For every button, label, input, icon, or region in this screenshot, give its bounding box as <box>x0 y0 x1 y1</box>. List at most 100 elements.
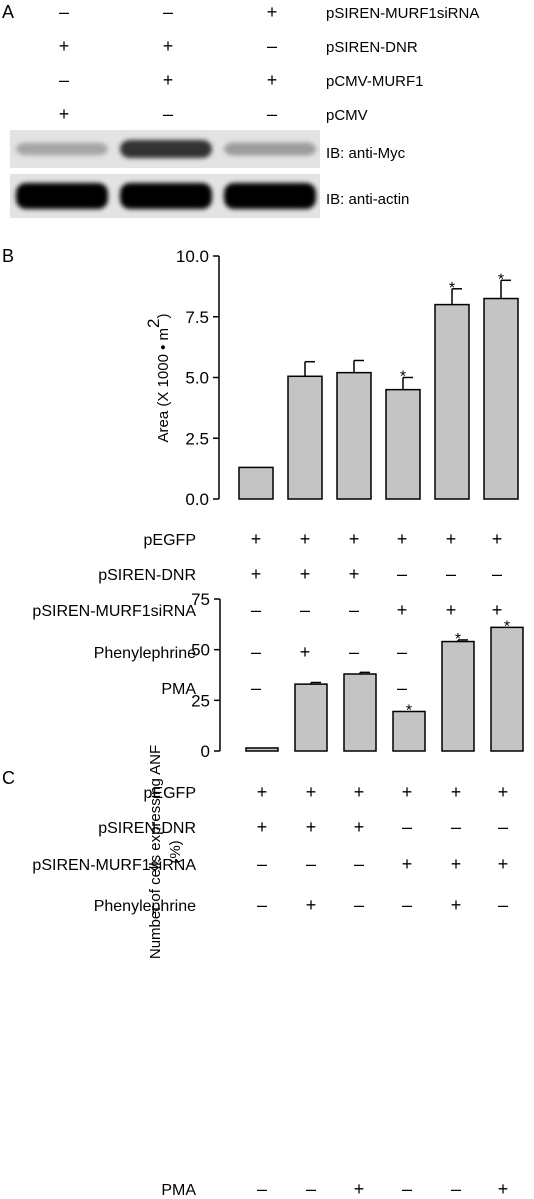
panel-c-sign-r2-c3: + <box>402 854 413 874</box>
panel-b-sign-r0-c1: + <box>300 529 311 549</box>
panel-c-significance-star-5: * <box>455 631 461 648</box>
panel-c-y-tick-label-0: 0 <box>201 742 210 761</box>
panel-c-significance-star-6: * <box>504 618 510 635</box>
panel-b-sign-r2-c5: + <box>492 600 503 620</box>
panel-b-bar-1 <box>238 466 274 500</box>
panel-c-sign-r0-c5: + <box>498 782 509 802</box>
panel-b-sign-r0-c2: + <box>349 529 360 549</box>
panel-a-sign-r0-c2: + <box>267 2 278 22</box>
panel-b-y-tick-label-2: 5.0 <box>185 369 209 388</box>
panel-a-sign-r2-c1: + <box>163 70 174 90</box>
panel-b-sign-r0-c0: + <box>251 529 262 549</box>
panel-b-sign-r1-c1: + <box>300 564 311 584</box>
panel-c-sign-r4-c4: – <box>451 1179 461 1199</box>
panel-a: A – – + pSIREN-MURF1siRNA + + – pSIREN-DNR – + + pC… <box>2 2 479 218</box>
panel-b-condition-rows: pEGFP + + + + + + pSIREN-DNR + + + – – – pSIREN-MURF1s… <box>32 529 502 698</box>
panel-c-ylabel-line-1: Number of cells expressing ANF <box>147 745 164 959</box>
panel-c-ylabel-line-2: (%) <box>167 840 184 863</box>
panel-a-sign-r3-c1: – <box>163 104 173 124</box>
panel-b-sign-r0-c5: + <box>492 529 503 549</box>
panel-b-ylabel-close: ) <box>155 314 172 319</box>
panel-b-y-axis-label: Area (X 1000 • m2) <box>144 314 172 443</box>
panel-b-row-label-0: pEGFP <box>144 532 196 549</box>
panel-c-y-tick-label-1: 25 <box>191 691 210 710</box>
panel-c-sign-r3-c5: – <box>498 895 508 915</box>
panel-c-significance-star-4: * <box>406 702 412 719</box>
panel-b-sign-r3-c0: – <box>251 642 261 662</box>
panel-c-chart: 0 25 50 75 * * * <box>191 590 524 761</box>
panel-c-sign-r1-c3: – <box>402 817 412 837</box>
panel-a-band-b0-lane1 <box>120 140 212 158</box>
panel-c-row-label-3: Phenylephrine <box>94 898 196 915</box>
panel-b-sign-r4-c3: – <box>397 678 407 698</box>
panel-c-sign-r2-c0: – <box>257 854 267 874</box>
panel-c-label: C <box>2 768 15 788</box>
panel-a-sign-r3-c2: – <box>267 104 277 124</box>
panel-c-sign-r2-c4: + <box>451 854 462 874</box>
panel-b-y-tick-label-0: 0.0 <box>185 490 209 509</box>
panel-c-bar-3 <box>343 673 377 752</box>
panel-a-sign-r1-c0: + <box>59 36 70 56</box>
panel-a-sign-r0-c1: – <box>163 2 173 22</box>
panel-c-sign-r1-c0: + <box>257 817 268 837</box>
panel-c-row-label-4: PMA <box>161 1182 196 1199</box>
panel-c-sign-r3-c3: – <box>402 895 412 915</box>
panel-c: C Number of cells expressing ANF (%) 0 25… <box>2 590 524 1199</box>
panel-b-sign-r2-c0: – <box>251 600 261 620</box>
panel-b-bar-5 <box>434 303 470 500</box>
panel-b-sign-r0-c3: + <box>397 529 408 549</box>
panel-b-significance-star-5: * <box>449 280 455 297</box>
panel-b-row-label-2: pSIREN-MURF1siRNA <box>32 603 196 620</box>
panel-c-sign-r2-c5: + <box>498 854 509 874</box>
panel-b-y-axis-title: Area (X 1000 • m2) <box>144 314 172 443</box>
panel-c-sign-r3-c2: – <box>354 895 364 915</box>
panel-a-band-b0-lane0 <box>16 142 108 156</box>
panel-b-ylabel-main: Area (X 1000 • m <box>155 328 172 442</box>
panel-b-row-label-4: PMA <box>161 681 196 698</box>
panel-b-sign-r2-c2: – <box>349 600 359 620</box>
panel-b-bar-2 <box>287 375 323 500</box>
panel-b-row-label-3: Phenylephrine <box>94 645 196 662</box>
panel-a-blot-label-1: IB: anti-actin <box>326 191 409 208</box>
panel-a-row-label-3: pCMV <box>326 107 368 124</box>
panel-b-sign-r3-c2: – <box>349 642 359 662</box>
panel-c-bar-6 <box>490 626 524 752</box>
panel-a-blot-label-0: IB: anti-Myc <box>326 145 406 162</box>
panel-a-row-label-1: pSIREN-DNR <box>326 39 418 56</box>
panel-b-significance-star-4: * <box>400 369 406 386</box>
panel-a-label: A <box>2 2 14 22</box>
panel-a-band-b0-lane2 <box>224 142 316 156</box>
panel-c-sign-r1-c5: – <box>498 817 508 837</box>
panel-c-bar-4 <box>392 710 426 752</box>
panel-c-sign-r3-c0: – <box>257 895 267 915</box>
panel-c-sign-r2-c2: – <box>354 854 364 874</box>
panel-b-y-tick-label-4: 10.0 <box>176 247 209 266</box>
panel-c-y-axis-label: Number of cells expressing ANF (%) <box>147 745 184 959</box>
panel-b-chart: 0.0 2.5 5.0 7.5 10.0 * * * <box>176 247 519 509</box>
panel-c-bar-5 <box>441 640 475 752</box>
panel-c-condition-rows: pEGFP + + + + + + pSIREN-DNR + + + – – – pSIREN-MURF1s… <box>32 782 508 1199</box>
panel-b-sign-r1-c4: – <box>446 564 456 584</box>
panel-c-sign-r2-c1: – <box>306 854 316 874</box>
panel-b-bar-3 <box>336 371 372 500</box>
panel-b-bar-6 <box>483 297 519 500</box>
panel-c-bar-2 <box>294 683 328 752</box>
panel-a-sign-r0-c0: – <box>59 2 69 22</box>
panel-c-sign-r1-c1: + <box>306 817 317 837</box>
panel-a-condition-rows: – – + pSIREN-MURF1siRNA + + – pSIREN-DNR – + + pCMV… <box>59 2 480 124</box>
panel-b-sign-r1-c0: + <box>251 564 262 584</box>
panel-b-sign-r1-c3: – <box>397 564 407 584</box>
panel-c-sign-r0-c4: + <box>451 782 462 802</box>
panel-a-sign-r1-c2: – <box>267 36 277 56</box>
panel-b-y-tick-label-3: 7.5 <box>185 308 209 327</box>
panel-c-sign-r0-c2: + <box>354 782 365 802</box>
panel-b-sign-r1-c5: – <box>492 564 502 584</box>
panel-c-sign-r4-c3: – <box>402 1179 412 1199</box>
panel-c-sign-r1-c2: + <box>354 817 365 837</box>
panel-c-sign-r1-c4: – <box>451 817 461 837</box>
panel-a-sign-r2-c0: – <box>59 70 69 90</box>
panel-c-row-label-1: pSIREN-DNR <box>98 820 196 837</box>
panel-c-sign-r4-c0: – <box>257 1179 267 1199</box>
panel-a-row-label-0: pSIREN-MURF1siRNA <box>326 5 479 22</box>
panel-a-band-b1-lane0 <box>16 183 108 209</box>
